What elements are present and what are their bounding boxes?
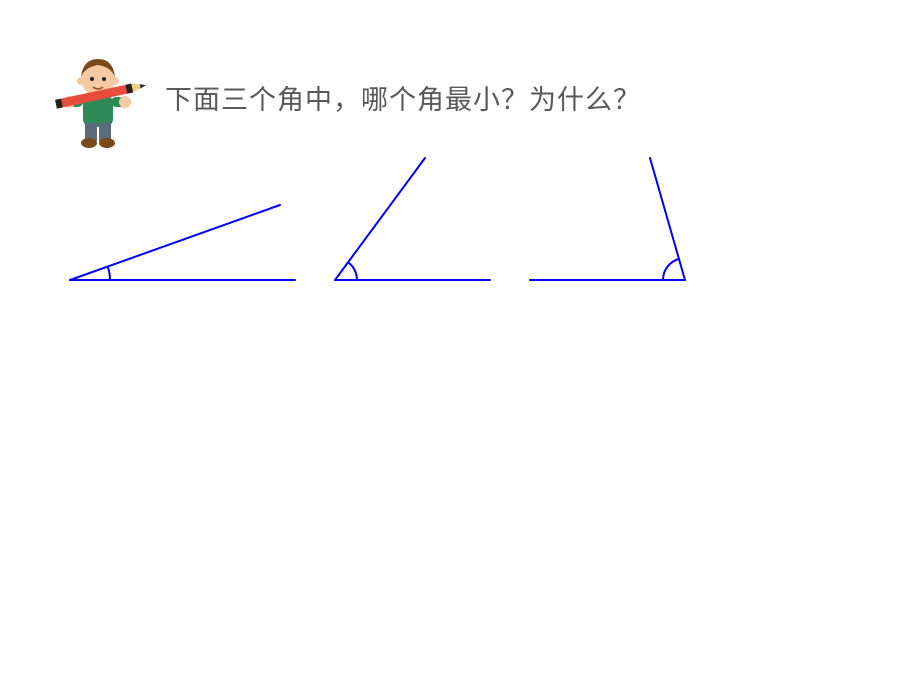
angles-diagram (0, 0, 920, 400)
angle-2 (335, 158, 490, 280)
angle-1 (70, 205, 295, 280)
angle-3 (530, 158, 685, 280)
